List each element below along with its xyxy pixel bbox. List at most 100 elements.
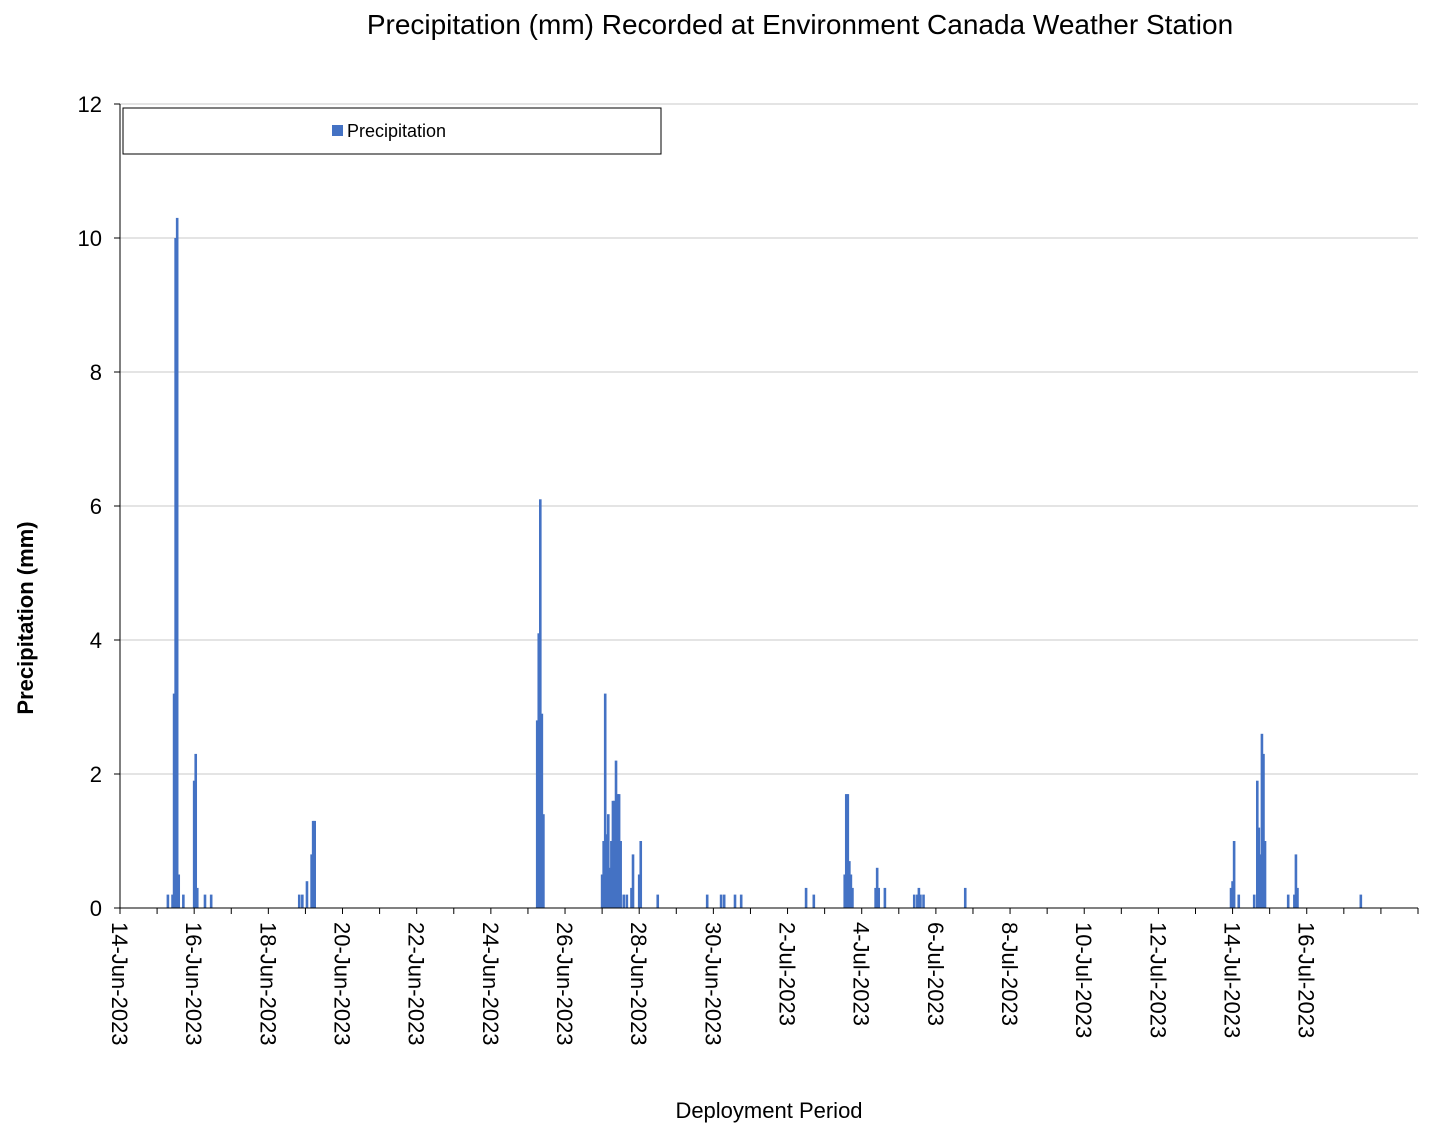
precipitation-bar xyxy=(1293,894,1296,908)
precipitation-bar xyxy=(1255,780,1259,908)
x-axis-label: Deployment Period xyxy=(675,1098,862,1123)
x-tick-label: 6-Jul-2023 xyxy=(923,922,948,1026)
precipitation-bar xyxy=(1232,841,1236,908)
precipitation-bar xyxy=(851,887,854,908)
precipitation-bar xyxy=(540,713,544,908)
x-tick-label: 12-Jul-2023 xyxy=(1145,922,1170,1038)
legend-label: Precipitation xyxy=(347,121,446,141)
precipitation-bar xyxy=(637,874,641,908)
precipitation-bar xyxy=(848,861,851,908)
y-axis-label: Precipitation (mm) xyxy=(13,521,38,714)
y-tick-label: 10 xyxy=(78,226,102,251)
precipitation-bar xyxy=(172,693,176,908)
precipitation-bar xyxy=(195,887,199,908)
precipitation-bar xyxy=(719,894,723,908)
x-tick-label: 24-Jun-2023 xyxy=(478,922,503,1046)
x-tick-label: 10-Jul-2023 xyxy=(1071,922,1096,1038)
precipitation-bar xyxy=(171,894,174,908)
legend-swatch xyxy=(332,125,343,136)
precipitation-bar xyxy=(542,814,545,908)
precipitation-bar xyxy=(1252,894,1256,908)
precipitation-bar xyxy=(849,874,853,908)
x-tick-label: 14-Jul-2023 xyxy=(1220,922,1245,1038)
precipitation-bar xyxy=(844,794,848,908)
precipitation-bar xyxy=(622,894,626,908)
precipitation-bar xyxy=(603,693,607,908)
precipitation-bar xyxy=(313,820,316,908)
precipitation-bar xyxy=(301,894,304,908)
precipitation-bar xyxy=(617,794,621,908)
precipitation-bar xyxy=(310,854,313,908)
precipitation-bar xyxy=(1260,733,1264,908)
x-tick-label: 28-Jun-2023 xyxy=(626,922,651,1046)
precipitation-bar xyxy=(537,633,541,908)
precipitation-bar xyxy=(625,894,629,908)
precipitation-bar xyxy=(812,894,816,908)
y-tick-label: 12 xyxy=(78,92,102,117)
precipitation-bar xyxy=(912,894,916,908)
x-tick-label: 22-Jun-2023 xyxy=(404,922,429,1046)
precipitation-bar xyxy=(733,894,737,908)
precipitation-bar xyxy=(883,887,887,908)
precipitation-bar xyxy=(875,867,879,908)
x-tick-label: 16-Jul-2023 xyxy=(1294,922,1319,1038)
precipitation-bar xyxy=(602,841,605,908)
y-axis-ticks: 0 2 4 6 8 10 12 xyxy=(78,92,120,921)
precipitation-bar xyxy=(630,887,633,908)
precipitation-bar xyxy=(1229,887,1233,908)
y-tick-label: 6 xyxy=(90,494,102,519)
precipitation-bar xyxy=(539,499,542,908)
x-tick-label: 16-Jun-2023 xyxy=(181,922,206,1046)
precipitation-bar xyxy=(843,874,847,908)
precipitation-bar xyxy=(209,894,213,908)
x-tick-label: 14-Jun-2023 xyxy=(107,922,132,1046)
bar-series xyxy=(166,217,1363,908)
precipitation-bar xyxy=(311,820,315,908)
precipitation-bar xyxy=(619,841,622,908)
x-tick-label: 20-Jun-2023 xyxy=(330,922,355,1046)
precipitation-bar xyxy=(606,814,610,908)
precipitation-bar xyxy=(877,887,881,908)
precipitation-bar xyxy=(1237,894,1241,908)
x-axis-ticks: 14-Jun-2023 16-Jun-2023 18-Jun-2023 20-Jun-… xyxy=(107,908,1419,1046)
precipitation-bar xyxy=(1262,753,1265,908)
precipitation-bar xyxy=(1359,894,1363,908)
precipitation-bar xyxy=(639,841,643,908)
precipitation-bar xyxy=(297,894,301,908)
x-tick-label: 8-Jul-2023 xyxy=(997,922,1022,1026)
precipitation-bar xyxy=(874,887,877,908)
precipitation-bar xyxy=(614,760,618,908)
y-tick-label: 8 xyxy=(90,360,102,385)
precipitation-bar xyxy=(182,894,185,908)
precipitation-bar xyxy=(1296,887,1299,908)
precipitation-bar xyxy=(656,894,660,908)
precipitation-bar xyxy=(804,887,808,908)
precipitation-bar xyxy=(175,217,179,908)
precipitation-bar xyxy=(611,800,615,908)
y-tick-label: 2 xyxy=(90,762,102,787)
legend-box xyxy=(122,107,662,155)
axes xyxy=(119,104,1418,909)
y-tick-label: 4 xyxy=(90,628,102,653)
legend: Precipitation xyxy=(122,107,662,155)
precipitation-bar xyxy=(192,780,196,908)
y-tick-label: 0 xyxy=(90,896,102,921)
x-tick-label: 18-Jun-2023 xyxy=(255,922,280,1046)
precipitation-bar xyxy=(177,874,181,908)
precipitation-bar xyxy=(166,894,170,908)
precipitation-bar xyxy=(916,894,919,908)
precipitation-bar xyxy=(1294,854,1298,908)
precipitation-bar xyxy=(608,867,612,908)
precipitation-bar xyxy=(605,834,609,908)
precipitation-bar xyxy=(194,753,198,908)
precipitation-bar xyxy=(610,841,613,908)
precipitation-bar xyxy=(631,854,635,908)
precipitation-bar xyxy=(174,238,177,908)
precipitation-bar xyxy=(1286,894,1290,908)
precipitation-bar xyxy=(305,881,309,908)
precipitation-bar xyxy=(616,794,619,908)
gridlines xyxy=(120,103,1418,775)
precipitation-bar xyxy=(722,894,726,908)
precipitation-bar xyxy=(1231,881,1234,908)
